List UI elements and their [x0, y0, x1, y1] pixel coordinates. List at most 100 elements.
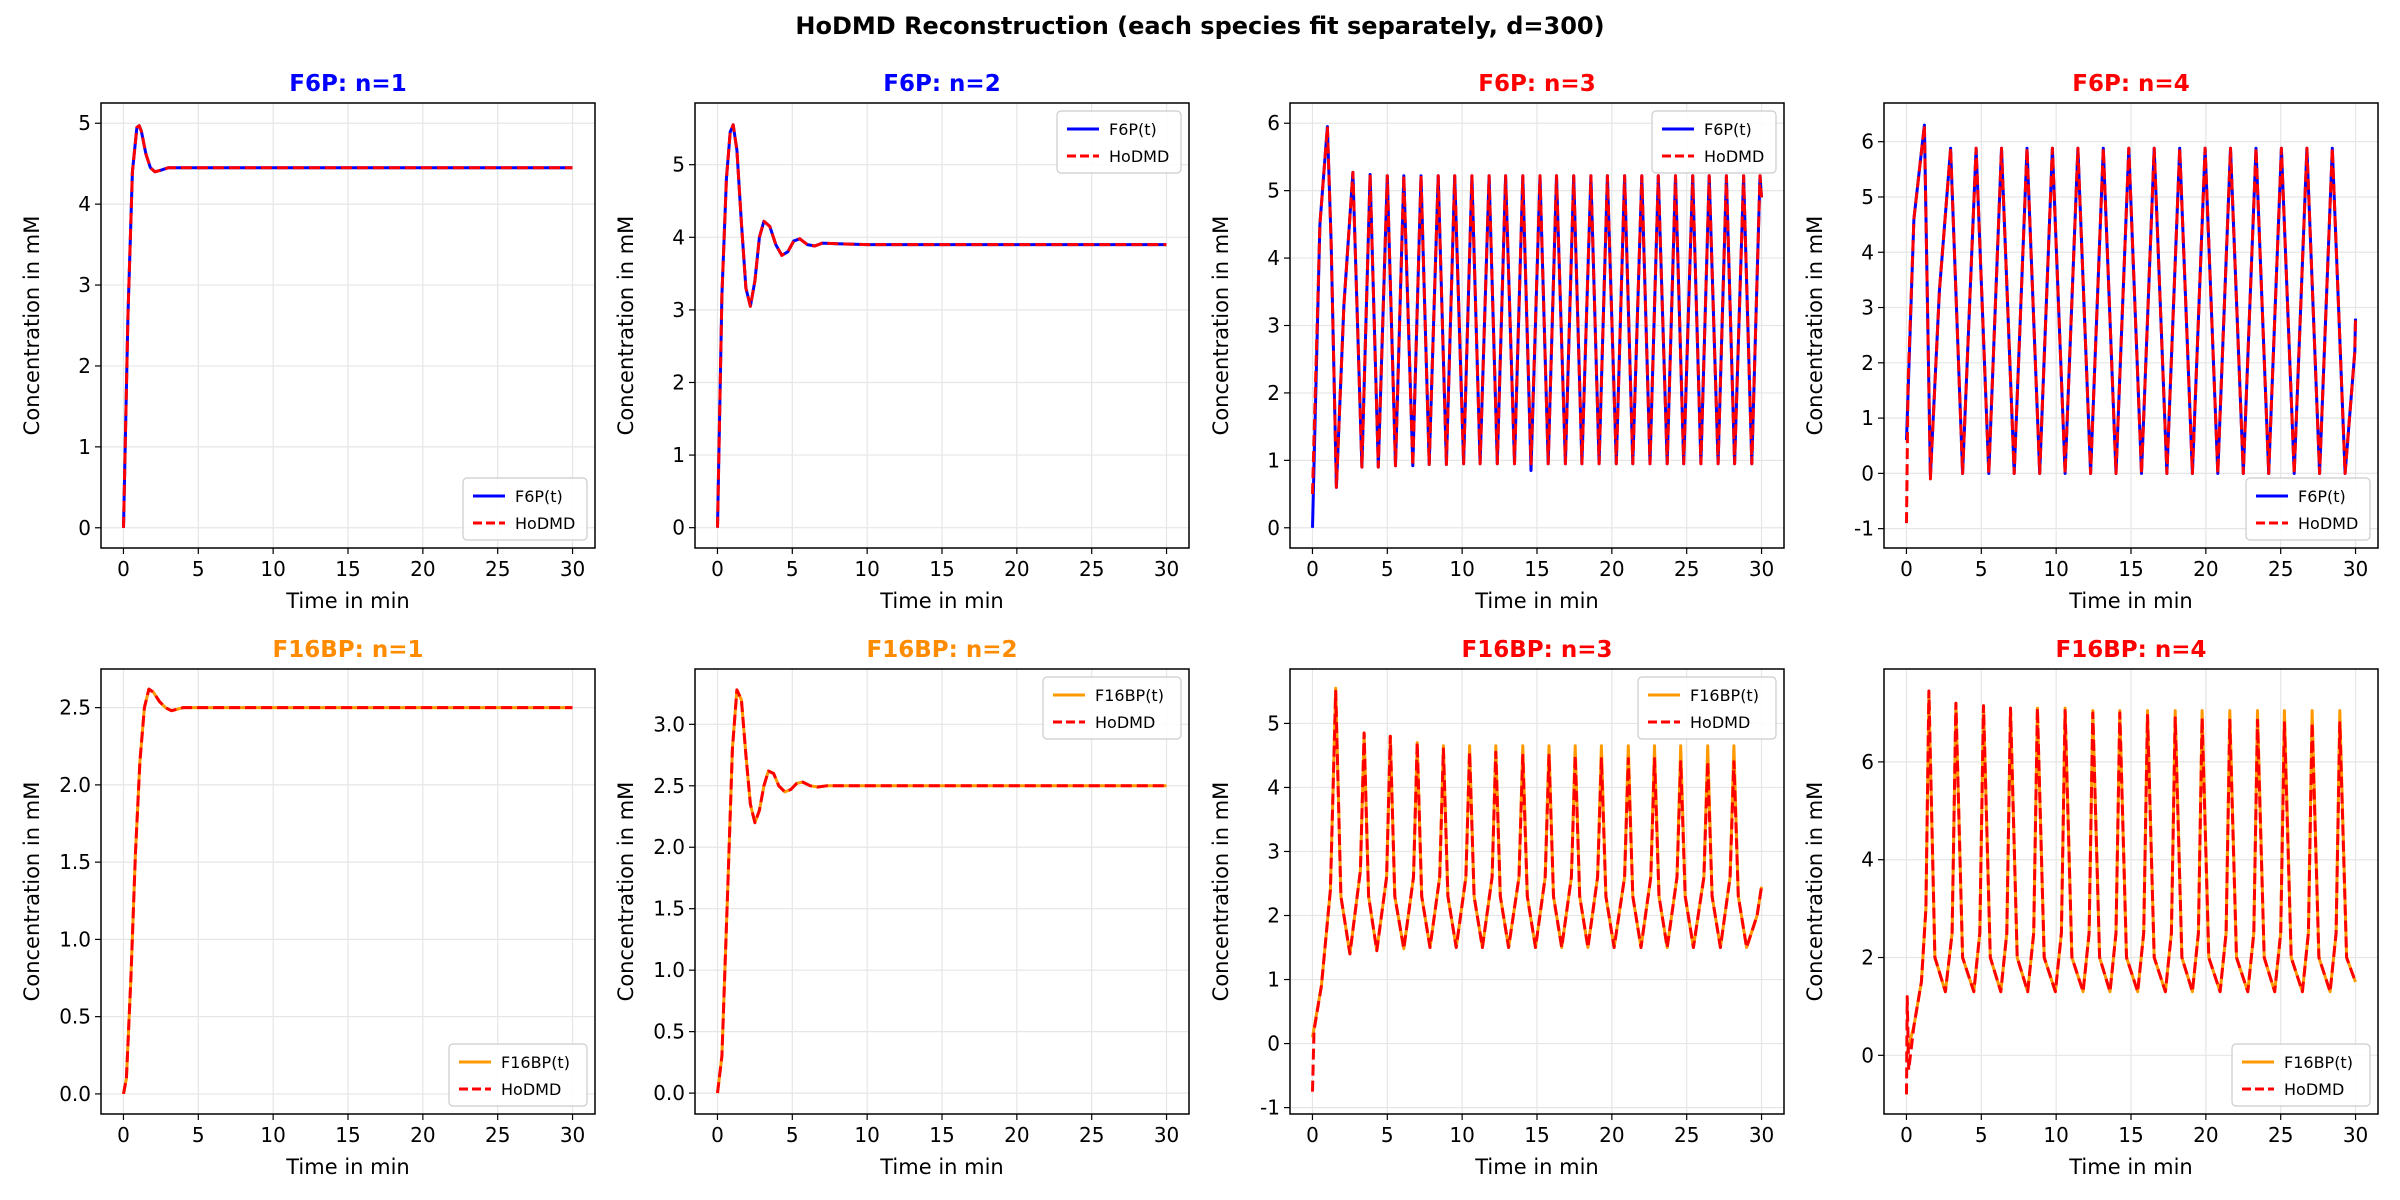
series-line-hodmd [716, 123, 1167, 528]
y-tick-label: 0 [1267, 516, 1280, 540]
series-line-hodmd [122, 124, 573, 528]
x-tick-label: 25 [485, 557, 510, 581]
y-tick-label: 3 [1267, 839, 1280, 863]
legend-entry: F16BP(t) [2284, 1053, 2353, 1072]
x-tick-label: 30 [560, 1123, 585, 1147]
plot-frame [694, 102, 1190, 549]
legend-entry: HoDMD [1095, 713, 1155, 732]
x-axis-label: Time in min [2068, 1155, 2193, 1179]
x-tick-label: 15 [2118, 1123, 2143, 1147]
y-axis-label: Concentration in mM [1803, 216, 1827, 436]
y-tick-label: 2 [78, 354, 91, 378]
figure-title: HoDMD Reconstruction (each species fit s… [795, 12, 1604, 40]
legend-entry: F16BP(t) [501, 1053, 570, 1072]
y-tick-label: 1 [1267, 448, 1280, 472]
x-tick-label: 20 [2193, 1123, 2218, 1147]
x-tick-label: 15 [929, 1123, 954, 1147]
series-line-hodmd [1905, 123, 2357, 524]
plot-frame [1883, 668, 2379, 1115]
x-tick-label: 30 [1154, 1123, 1179, 1147]
y-tick-label: 5 [78, 111, 91, 135]
legend: F16BP(t) HoDMD [448, 1043, 588, 1107]
x-tick-label: 15 [335, 1123, 360, 1147]
legend-entry: HoDMD [1690, 713, 1750, 732]
y-tick-label: 2.5 [653, 774, 685, 798]
y-tick-label: 0 [78, 516, 91, 540]
x-axis-label: Time in min [285, 1155, 410, 1179]
subplot-7: F16BP: n=3 0 5 10 15 20 25 30 -1 0 1 2 3 4 5 Time in mi… [1209, 637, 1785, 1179]
legend-entry: HoDMD [1704, 147, 1764, 166]
y-tick-label: 0.5 [653, 1020, 685, 1044]
legend-entry: F6P(t) [1109, 120, 1157, 139]
y-tick-label: 2 [1267, 381, 1280, 405]
subplot-5: F16BP: n=1 0 5 10 15 20 25 30 0.0 0.5 1.0 1.5 2.0 2.5… [20, 637, 596, 1179]
y-tick-label: 2 [1267, 904, 1280, 928]
x-tick-label: 25 [2268, 1123, 2293, 1147]
x-tick-label: 10 [260, 557, 285, 581]
subplot-title: F6P: n=1 [289, 71, 406, 97]
x-tick-label: 5 [1975, 557, 1988, 581]
x-tick-label: 20 [1004, 1123, 1029, 1147]
y-tick-label: 3 [1267, 314, 1280, 338]
y-tick-label: 4 [672, 225, 685, 249]
legend: F6P(t) HoDMD [1056, 110, 1182, 174]
x-tick-label: 5 [192, 1123, 205, 1147]
x-tick-label: 15 [1524, 1123, 1549, 1147]
y-tick-label: 2 [1861, 946, 1874, 970]
y-axis-label: Concentration in mM [1209, 782, 1233, 1002]
x-axis-label: Time in min [1474, 589, 1599, 613]
y-tick-label: 2.0 [653, 835, 685, 859]
plot-frame [694, 668, 1190, 1115]
y-tick-label: 2.0 [59, 773, 91, 797]
x-tick-label: 30 [1749, 557, 1774, 581]
subplot-title: F6P: n=3 [1478, 71, 1595, 97]
x-tick-label: 20 [1599, 1123, 1624, 1147]
x-tick-label: 10 [854, 557, 879, 581]
x-tick-label: 30 [2343, 1123, 2368, 1147]
y-tick-label: 1 [1267, 968, 1280, 992]
y-tick-label: 4 [1267, 775, 1280, 799]
legend: F16BP(t) HoDMD [2231, 1043, 2371, 1107]
subplot-6: F16BP: n=2 0 5 10 15 20 25 30 0.0 0.5 1.0 1.5 2.0 2.5… [614, 637, 1190, 1179]
legend-entry: F16BP(t) [1690, 686, 1759, 705]
x-tick-label: 5 [786, 1123, 799, 1147]
y-tick-label: -1 [1260, 1096, 1280, 1120]
x-tick-label: 5 [1975, 1123, 1988, 1147]
legend-entry: F6P(t) [2298, 487, 2346, 506]
y-axis-label: Concentration in mM [20, 782, 44, 1002]
x-tick-label: 15 [1524, 557, 1549, 581]
y-tick-label: 6 [1861, 130, 1874, 154]
legend: F6P(t) HoDMD [1651, 110, 1777, 174]
x-tick-label: 0 [1900, 1123, 1913, 1147]
y-tick-label: 0 [672, 516, 685, 540]
x-tick-label: 0 [1306, 1123, 1319, 1147]
subplot-title: F16BP: n=3 [1462, 637, 1613, 663]
y-axis-label: Concentration in mM [614, 782, 638, 1002]
x-tick-label: 30 [1154, 557, 1179, 581]
y-tick-label: 4 [1861, 848, 1874, 872]
y-tick-label: 1 [672, 443, 685, 467]
subplot-title: F6P: n=4 [2072, 71, 2189, 97]
x-tick-label: 0 [117, 557, 130, 581]
x-tick-label: 30 [560, 557, 585, 581]
y-tick-label: 0.5 [59, 1005, 91, 1029]
y-axis-label: Concentration in mM [614, 216, 638, 436]
y-tick-label: 0.0 [59, 1082, 91, 1106]
subplot-title: F6P: n=2 [883, 71, 1000, 97]
y-tick-label: 0 [1861, 1043, 1874, 1067]
y-tick-label: 5 [672, 153, 685, 177]
y-tick-label: 2.5 [59, 696, 91, 720]
y-tick-label: 1 [1861, 406, 1874, 430]
subplot-title: F16BP: n=4 [2056, 637, 2207, 663]
y-tick-label: 1.0 [653, 958, 685, 982]
x-tick-label: 20 [1004, 557, 1029, 581]
x-tick-label: 5 [1381, 1123, 1394, 1147]
legend-entry: HoDMD [1109, 147, 1169, 166]
y-tick-label: 1.5 [653, 897, 685, 921]
legend: F6P(t) HoDMD [462, 477, 588, 541]
subplot-1: F6P: n=1 0 5 10 15 20 25 30 0 1 2 3 4 5 Time in min Con… [20, 71, 596, 613]
x-tick-label: 25 [1674, 1123, 1699, 1147]
y-tick-label: 0.0 [653, 1081, 685, 1105]
x-tick-label: 20 [410, 557, 435, 581]
series-line-hodmd [1311, 689, 1763, 1092]
